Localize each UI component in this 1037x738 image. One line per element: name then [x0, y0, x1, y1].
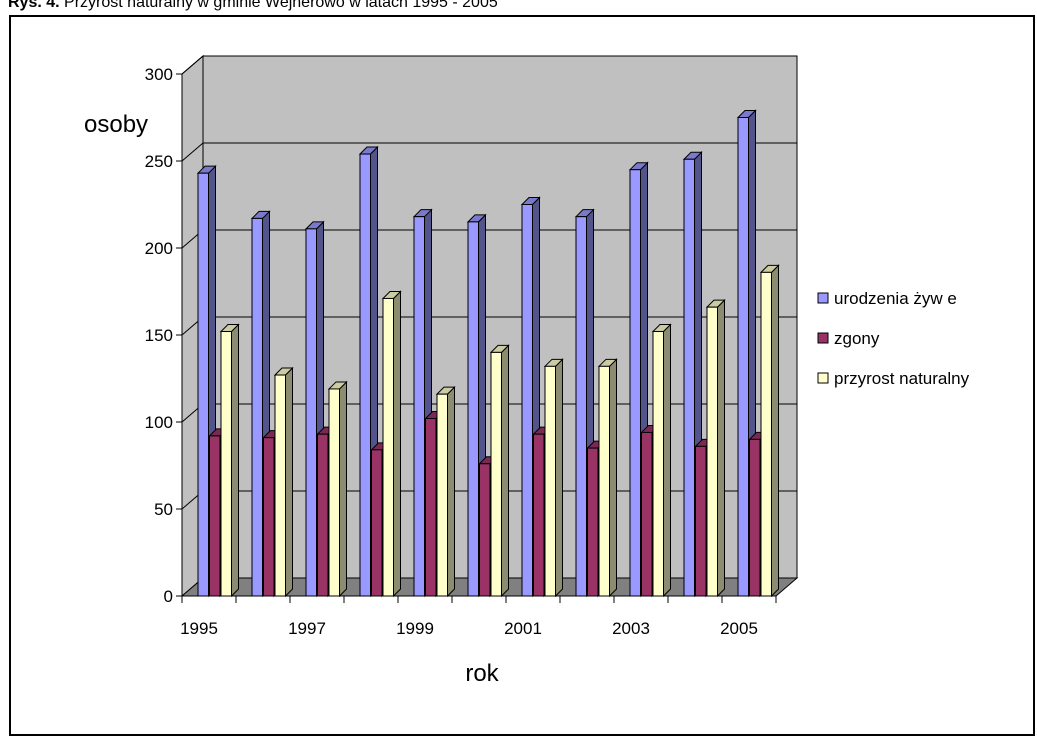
legend-entry: urodzenia żyw e [817, 289, 957, 308]
x-tick-label: 1999 [396, 619, 434, 638]
gridline [181, 142, 797, 162]
axes [176, 73, 777, 603]
y-tick-labels: 0 50 100 150 200 250 300 [145, 65, 173, 606]
caption-prefix: Rys. 4. [8, 0, 60, 11]
legend-label: urodzenia żyw e [834, 289, 957, 308]
bar [543, 358, 564, 598]
y-tick-label: 150 [145, 326, 173, 345]
y-tick-label: 250 [145, 152, 173, 171]
legend-entry: przyrost naturalny [817, 369, 970, 388]
y-tick-label: 50 [154, 500, 173, 519]
legend-entry: zgony [817, 329, 880, 348]
bars [196, 109, 780, 598]
x-tick-label: 1997 [288, 619, 326, 638]
x-tick-label: 2001 [504, 619, 542, 638]
x-tick-label: 2003 [612, 619, 650, 638]
legend-label: zgony [834, 329, 880, 348]
figure-caption: Rys. 4. Przyrost naturalny w gminie Wejh… [8, 0, 498, 12]
bar [759, 264, 780, 598]
legend: urodzenia żyw e zgony przyrost naturalny [817, 289, 970, 388]
bar [705, 298, 726, 598]
x-tick-labels: 1995 1997 1999 2001 2003 2005 [180, 619, 758, 638]
legend-swatch [817, 292, 829, 304]
legend-swatch [817, 372, 829, 384]
bar [435, 385, 456, 598]
y-tick-label: 200 [145, 239, 173, 258]
bar [597, 358, 618, 598]
bar [651, 323, 672, 598]
bar [273, 366, 294, 598]
legend-label: przyrost naturalny [834, 369, 970, 388]
y-axis-title: osoby [84, 111, 148, 138]
y-tick-label: 300 [145, 65, 173, 84]
x-tick-label: 2005 [720, 619, 758, 638]
bar [219, 323, 240, 598]
gridline [181, 55, 797, 75]
legend-swatch [817, 332, 829, 344]
y-tick-label: 0 [164, 587, 173, 606]
bar [489, 344, 510, 598]
bar [381, 290, 402, 598]
y-tick-label: 100 [145, 413, 173, 432]
bar [327, 380, 348, 598]
x-axis-title: rok [465, 660, 499, 687]
x-tick-label: 1995 [180, 619, 218, 638]
caption-text: Przyrost naturalny w gminie Wejherowo w … [64, 0, 498, 11]
